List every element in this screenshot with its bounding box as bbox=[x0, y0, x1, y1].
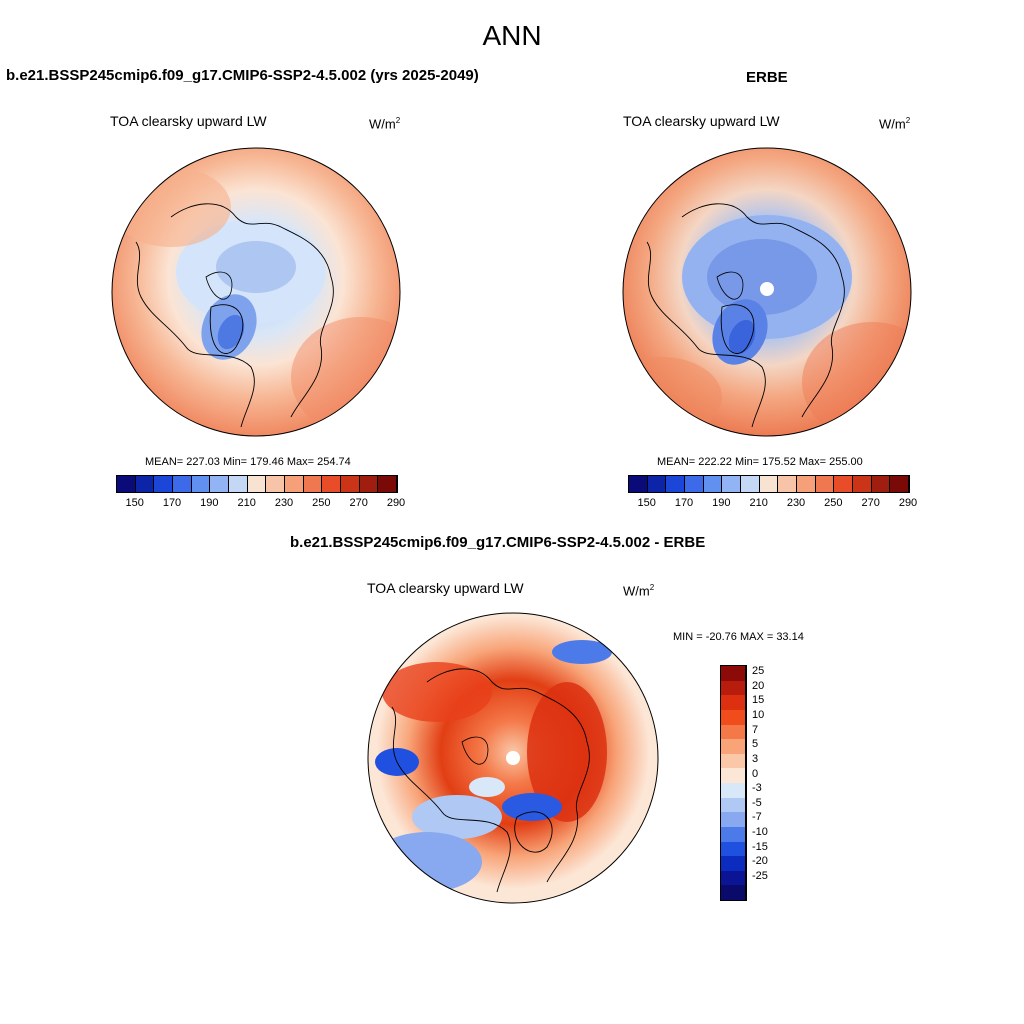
colorbar-swatch bbox=[210, 476, 230, 492]
colorbar-tick-label: 150 bbox=[125, 497, 144, 509]
colorbar-tick-label: 250 bbox=[824, 497, 843, 509]
panel-b-polar-map bbox=[622, 147, 912, 437]
colorbar-swatch bbox=[685, 476, 704, 492]
panel-diff-units: W/m2 bbox=[623, 583, 655, 599]
colorbar-swatch bbox=[721, 856, 746, 871]
colorbar-tick-label: -25 bbox=[752, 869, 768, 882]
colorbar-swatch bbox=[247, 476, 267, 492]
colorbar-swatch bbox=[135, 476, 155, 492]
panel-diff-header: b.e21.BSSP245cmip6.f09_g17.CMIP6-SSP2-4.… bbox=[290, 534, 706, 551]
colorbar-tick-label: 230 bbox=[274, 497, 294, 509]
colorbar-tick-label: 290 bbox=[898, 497, 918, 509]
colorbar-swatch bbox=[322, 476, 342, 492]
colorbar-swatch bbox=[378, 476, 398, 492]
colorbar-swatch bbox=[721, 870, 746, 886]
colorbar-swatch bbox=[117, 476, 136, 492]
panel-b-colorbar bbox=[628, 475, 910, 493]
colorbar-tick-label: 0 bbox=[752, 767, 759, 780]
page-title: ANN bbox=[482, 20, 542, 51]
colorbar-tick-label: 250 bbox=[312, 497, 331, 509]
colorbar-swatch bbox=[191, 476, 211, 492]
colorbar-tick-label: 270 bbox=[861, 497, 880, 509]
panel-diff-colorbar bbox=[720, 665, 747, 901]
colorbar-swatch bbox=[721, 695, 746, 710]
panel-diff-stats: MIN = -20.76 MAX = 33.14 bbox=[673, 631, 804, 643]
panel-a-polar-map bbox=[111, 147, 401, 437]
colorbar-swatch bbox=[721, 797, 746, 813]
panel-a-colorbar bbox=[116, 475, 398, 493]
colorbar-swatch bbox=[721, 812, 746, 827]
colorbar-swatch bbox=[721, 783, 746, 798]
colorbar-swatch bbox=[229, 476, 248, 492]
colorbar-swatch bbox=[285, 476, 304, 492]
colorbar-swatch bbox=[721, 768, 746, 783]
colorbar-swatch bbox=[721, 666, 746, 681]
colorbar-tick-label: 3 bbox=[752, 752, 759, 765]
colorbar-swatch bbox=[154, 476, 174, 492]
colorbar-swatch bbox=[266, 476, 286, 492]
colorbar-swatch bbox=[629, 476, 648, 492]
colorbar-tick-label: 170 bbox=[162, 497, 182, 509]
colorbar-tick-label: -20 bbox=[752, 855, 768, 868]
colorbar-tick-label: 190 bbox=[712, 497, 731, 509]
colorbar-swatch bbox=[778, 476, 798, 492]
colorbar-swatch bbox=[721, 680, 746, 696]
colorbar-swatch bbox=[721, 841, 746, 857]
colorbar-swatch bbox=[721, 724, 746, 740]
colorbar-tick-label: -15 bbox=[752, 840, 768, 853]
panel-diff-colorbar-labels: 25 20 15 10 7 5 3 0 -3 -5 -7 -10 -15 -20 -25 bbox=[752, 665, 792, 899]
colorbar-swatch bbox=[359, 476, 379, 492]
colorbar-tick-label: 290 bbox=[386, 497, 406, 509]
colorbar-tick-label: 210 bbox=[237, 497, 256, 509]
colorbar-swatch bbox=[741, 476, 760, 492]
colorbar-tick-label: -5 bbox=[752, 796, 762, 809]
colorbar-swatch bbox=[721, 885, 746, 900]
colorbar-tick-label: 210 bbox=[749, 497, 768, 509]
panel-b-colorbar-labels: 150 170 190 210 230 250 270 290 bbox=[628, 497, 917, 511]
colorbar-swatch bbox=[834, 476, 854, 492]
colorbar-swatch bbox=[721, 739, 746, 754]
colorbar-swatch bbox=[815, 476, 835, 492]
colorbar-swatch bbox=[721, 709, 746, 725]
colorbar-tick-label: 150 bbox=[637, 497, 656, 509]
panel-a-colorbar-labels: 150 170 190 210 230 250 270 290 bbox=[116, 497, 405, 511]
colorbar-swatch bbox=[647, 476, 667, 492]
colorbar-tick-label: 5 bbox=[752, 738, 759, 751]
panel-b-header: ERBE bbox=[746, 69, 788, 86]
panel-b-variable: TOA clearsky upward LW bbox=[623, 113, 780, 129]
panel-a-header: b.e21.BSSP245cmip6.f09_g17.CMIP6-SSP2-4.… bbox=[6, 67, 479, 84]
colorbar-swatch bbox=[759, 476, 779, 492]
panel-a-units: W/m2 bbox=[369, 116, 401, 132]
colorbar-tick-label: 230 bbox=[786, 497, 806, 509]
colorbar-swatch bbox=[721, 826, 746, 842]
panel-b-stats: MEAN= 222.22 Min= 175.52 Max= 255.00 bbox=[657, 456, 863, 468]
colorbar-swatch bbox=[721, 753, 746, 769]
colorbar-swatch bbox=[853, 476, 872, 492]
colorbar-swatch bbox=[890, 476, 910, 492]
colorbar-tick-label: 7 bbox=[752, 723, 759, 736]
panel-diff-variable: TOA clearsky upward LW bbox=[367, 580, 524, 596]
colorbar-swatch bbox=[303, 476, 323, 492]
colorbar-swatch bbox=[871, 476, 891, 492]
panel-a-variable: TOA clearsky upward LW bbox=[110, 113, 267, 129]
colorbar-tick-label: -3 bbox=[752, 782, 762, 795]
panel-a-stats: MEAN= 227.03 Min= 179.46 Max= 254.74 bbox=[145, 456, 351, 468]
colorbar-swatch bbox=[722, 476, 742, 492]
colorbar-swatch bbox=[173, 476, 192, 492]
colorbar-tick-label: 25 bbox=[752, 665, 765, 678]
colorbar-tick-label: 20 bbox=[752, 679, 765, 692]
colorbar-tick-label: -10 bbox=[752, 826, 768, 838]
colorbar-swatch bbox=[797, 476, 816, 492]
colorbar-tick-label: -7 bbox=[752, 811, 762, 824]
colorbar-swatch bbox=[666, 476, 686, 492]
panel-b-units: W/m2 bbox=[879, 116, 911, 132]
panel-diff-polar-map bbox=[367, 612, 659, 904]
colorbar-swatch bbox=[341, 476, 360, 492]
colorbar-tick-label: 190 bbox=[200, 497, 219, 509]
colorbar-tick-label: 170 bbox=[674, 497, 694, 509]
colorbar-swatch bbox=[703, 476, 723, 492]
colorbar-tick-label: 15 bbox=[752, 694, 765, 707]
colorbar-tick-label: 270 bbox=[349, 497, 368, 509]
colorbar-tick-label: 10 bbox=[752, 709, 765, 721]
